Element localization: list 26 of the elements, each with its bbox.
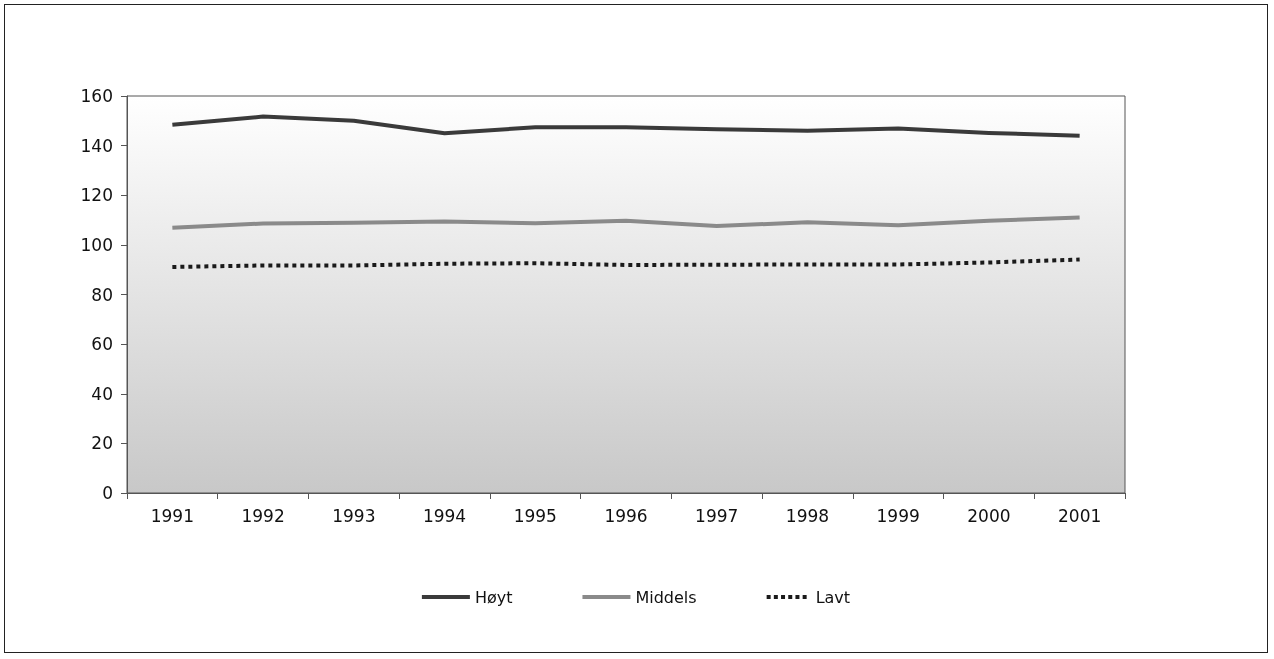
y-tick-label: 40 — [91, 383, 113, 404]
x-tick-label: 1995 — [513, 505, 557, 526]
y-tick-label: 140 — [80, 135, 113, 156]
x-tick-label: 1998 — [785, 505, 830, 526]
x-tick-label: 2000 — [967, 505, 1011, 526]
y-tick-label: 20 — [91, 433, 113, 454]
line-series — [170, 114, 1082, 138]
x-tick-label: 2001 — [1058, 505, 1102, 526]
x-tick-label: 1994 — [422, 505, 467, 526]
x-tick-label: 1997 — [695, 505, 739, 526]
legend-label: Lavt — [815, 587, 851, 607]
y-tick-label: 60 — [91, 334, 113, 355]
x-tick-label: 1992 — [241, 505, 285, 526]
legend-label: Middels — [635, 587, 697, 607]
line-series — [170, 257, 1082, 269]
y-tick-label: 0 — [102, 483, 113, 503]
x-tick-label: 1993 — [332, 505, 376, 526]
y-tick-label: 80 — [91, 284, 113, 305]
legend-label: Høyt — [474, 587, 513, 607]
x-tick-label: 1991 — [150, 505, 194, 526]
y-tick-label: 100 — [80, 234, 113, 255]
line-series — [170, 215, 1082, 230]
x-tick-label: 1996 — [604, 505, 648, 526]
x-tick-label: 1999 — [876, 505, 920, 526]
y-tick-label: 160 — [80, 86, 113, 106]
y-tick-label: 120 — [80, 185, 113, 206]
